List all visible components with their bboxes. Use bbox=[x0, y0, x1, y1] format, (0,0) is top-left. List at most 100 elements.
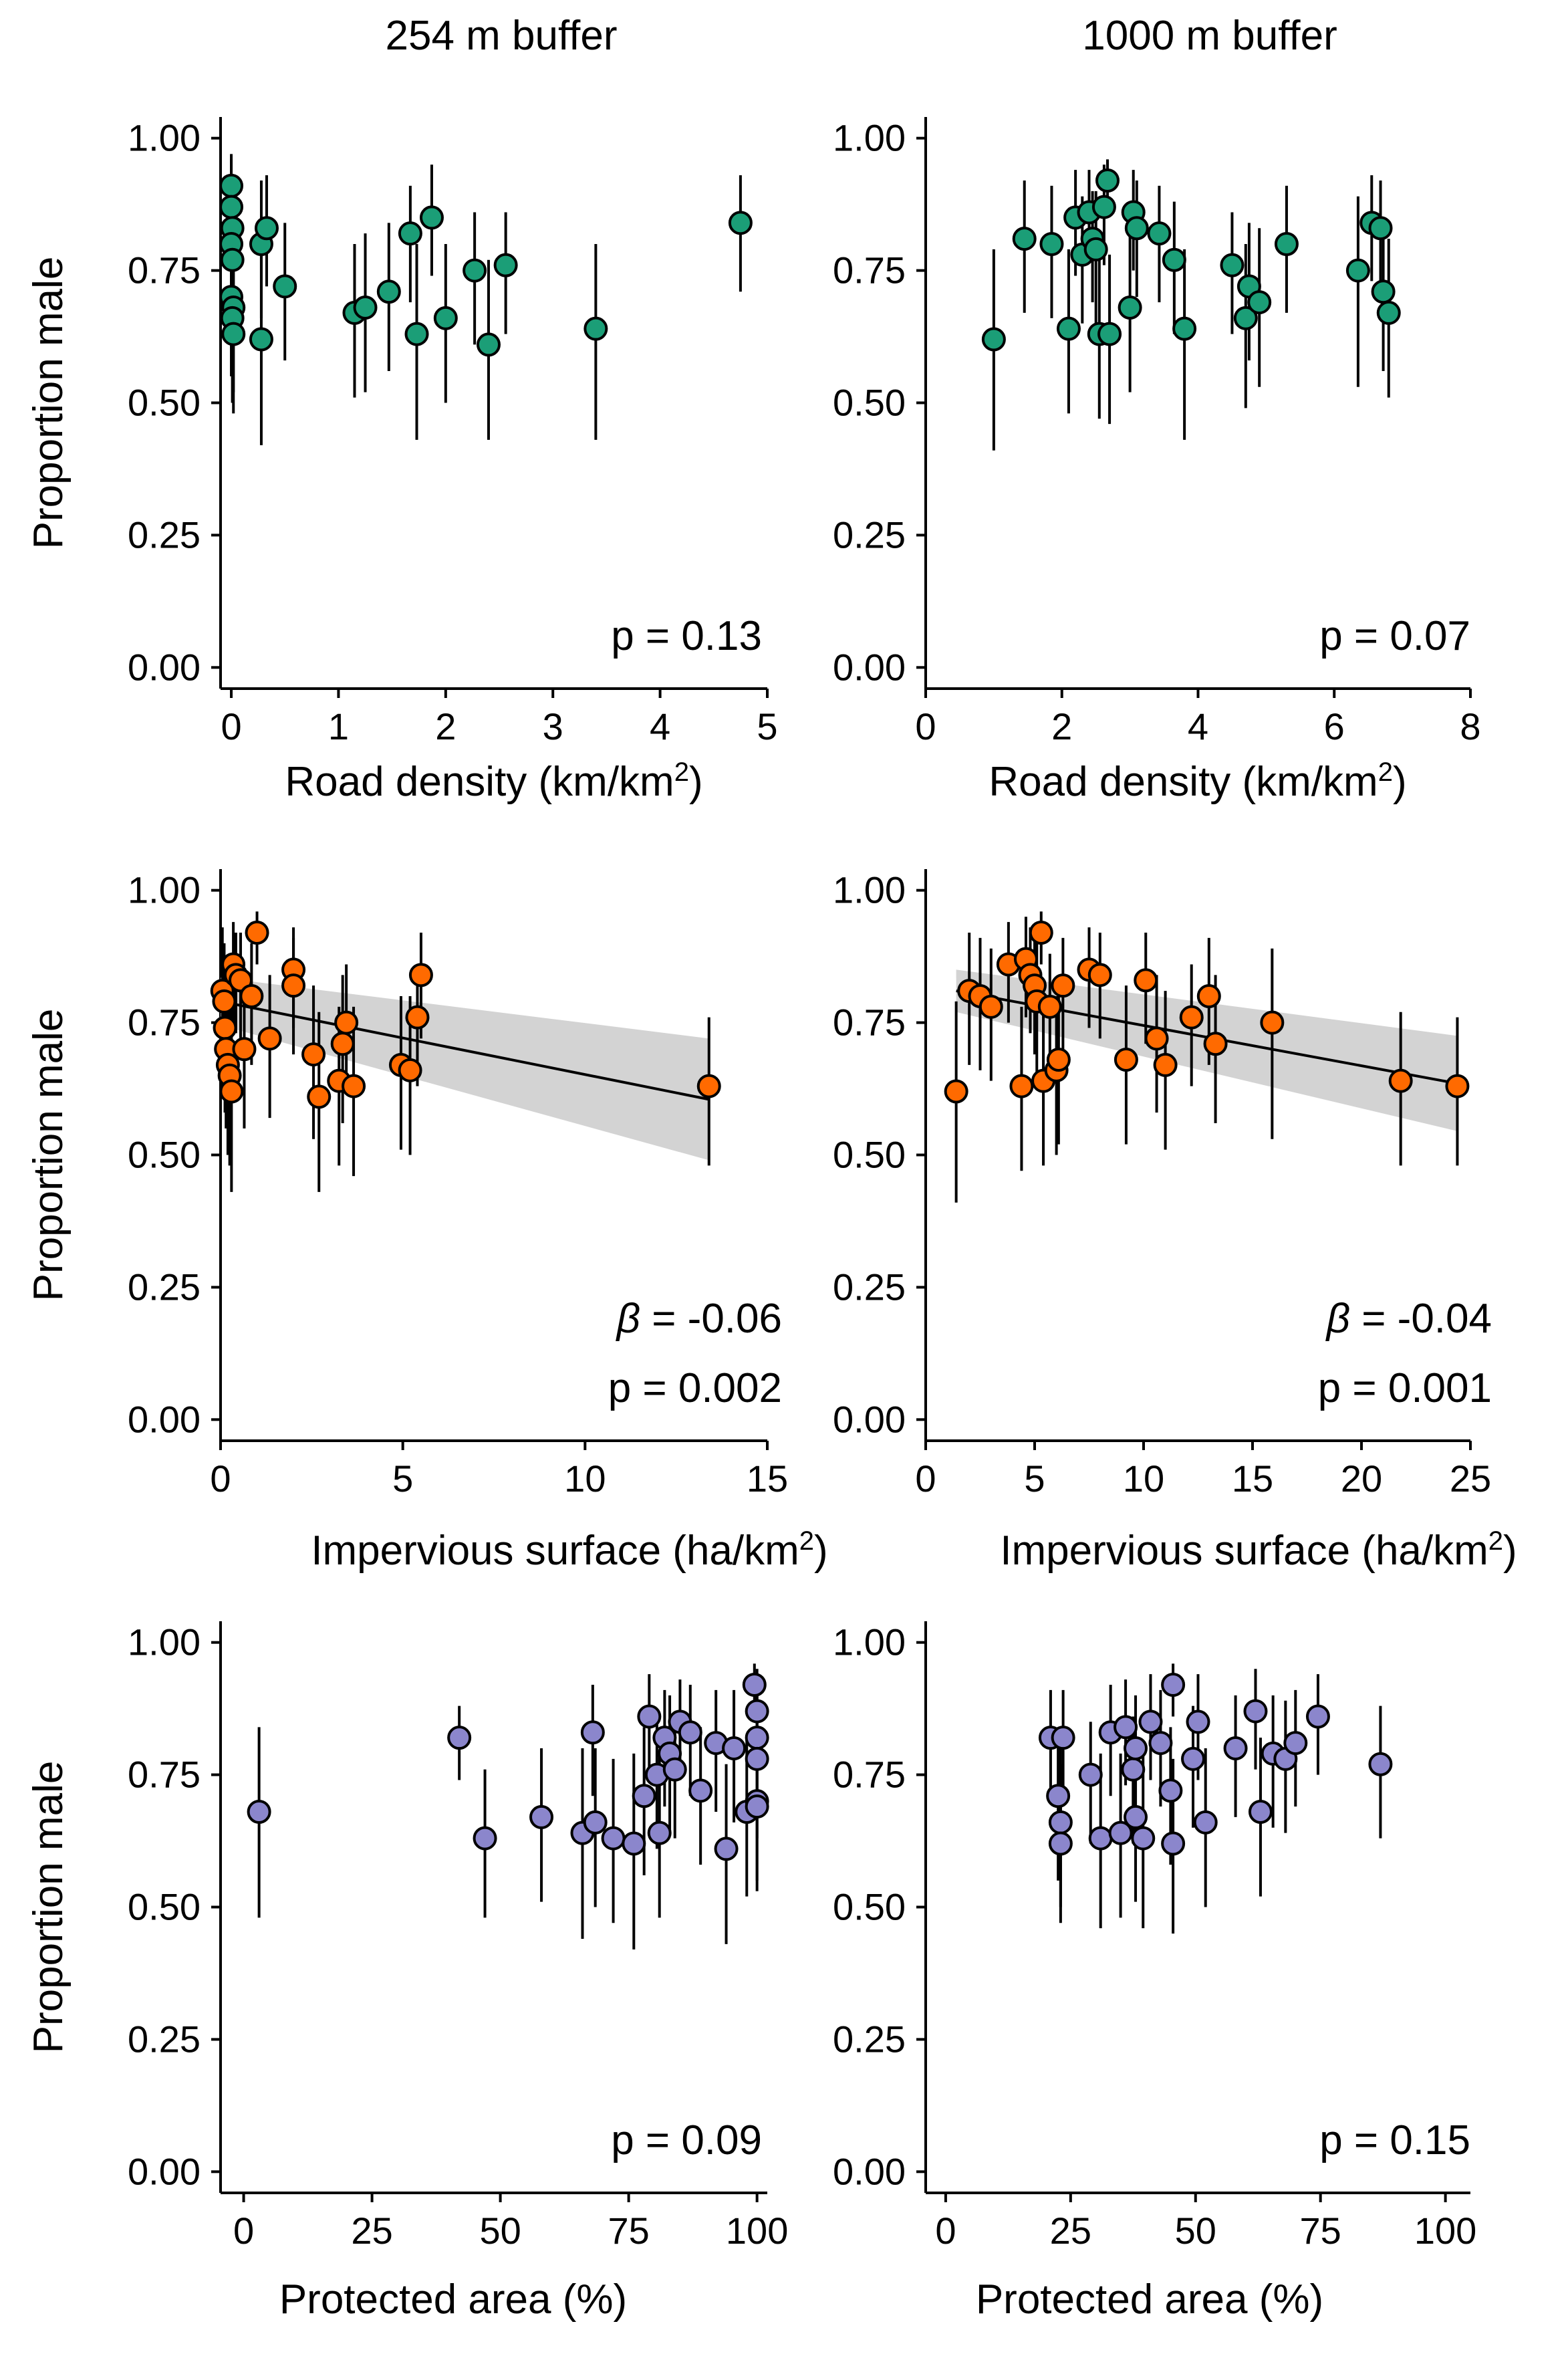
data-point bbox=[1144, 1026, 1169, 1051]
x-axis-title-end: ) bbox=[1393, 759, 1407, 805]
data-point bbox=[1051, 1726, 1075, 1750]
data-point bbox=[1083, 237, 1108, 261]
data-point bbox=[213, 1016, 237, 1040]
x-tick-label: 25 bbox=[351, 2210, 392, 2252]
data-point bbox=[221, 322, 246, 346]
x-tick-label: 10 bbox=[1123, 1457, 1164, 1500]
data-point bbox=[398, 1058, 422, 1082]
data-point bbox=[1172, 316, 1197, 341]
data-point bbox=[745, 1726, 769, 1750]
x-tick-label: 2 bbox=[435, 705, 456, 747]
beta-value: = -0.04 bbox=[1350, 1296, 1492, 1342]
data-point bbox=[745, 1746, 769, 1771]
data-point bbox=[1233, 306, 1258, 330]
beta-value: = -0.06 bbox=[640, 1296, 782, 1342]
x-axis-title-main: Protected area (%) bbox=[279, 2276, 627, 2323]
y-tick-label: 1.00 bbox=[128, 1621, 201, 1663]
data-point bbox=[1345, 258, 1370, 283]
data-point bbox=[1134, 968, 1158, 993]
data-point bbox=[1162, 247, 1186, 272]
data-point bbox=[1087, 963, 1112, 987]
x-axis-title: Road density (km/km2) bbox=[989, 757, 1406, 805]
data-point bbox=[944, 1079, 968, 1104]
x-tick-label: 5 bbox=[757, 705, 777, 747]
data-point bbox=[220, 247, 245, 272]
data-point bbox=[1220, 253, 1245, 277]
y-tick-label: 0.75 bbox=[833, 1002, 906, 1044]
data-point bbox=[404, 322, 429, 346]
data-point bbox=[1388, 1068, 1413, 1093]
data-point bbox=[1118, 296, 1142, 320]
y-axis-title: Proportion male bbox=[25, 257, 72, 550]
data-point bbox=[1124, 1804, 1148, 1829]
x-axis-title-main: Impervious surface (ha/km bbox=[311, 1528, 799, 1574]
data-point bbox=[1368, 216, 1393, 241]
data-point bbox=[1196, 984, 1221, 1008]
data-point bbox=[1148, 1731, 1173, 1756]
data-point bbox=[1048, 1831, 1073, 1856]
data-point bbox=[1124, 1736, 1148, 1760]
x-tick-label: 6 bbox=[1324, 705, 1345, 747]
data-point bbox=[1153, 1052, 1178, 1077]
x-tick-label: 0 bbox=[935, 2210, 956, 2252]
y-tick-label: 0.00 bbox=[128, 2150, 201, 2192]
x-tick-label: 75 bbox=[1300, 2210, 1341, 2252]
data-point bbox=[408, 963, 433, 987]
x-axis-title-main: Road density (km/km bbox=[989, 759, 1378, 805]
y-tick-label: 1.00 bbox=[128, 869, 201, 911]
data-point bbox=[1046, 1784, 1071, 1808]
data-point bbox=[1274, 232, 1299, 256]
panel-road_254: 0.00 0.25 0.50 0.75 1.00 0 1 2 3 4 5 Proportion mal… bbox=[25, 117, 778, 805]
data-point bbox=[601, 1826, 626, 1851]
data-point bbox=[1009, 1074, 1034, 1098]
data-point bbox=[273, 274, 297, 299]
x-axis-title: Protected area (%) bbox=[279, 2276, 627, 2323]
data-point bbox=[1147, 221, 1172, 246]
panel-prot_254: 0.00 0.25 0.50 0.75 1.00 0 25 50 75 100 Proportion… bbox=[25, 1621, 788, 2323]
x-tick-label: 50 bbox=[1175, 2210, 1216, 2252]
data-point bbox=[1039, 232, 1064, 256]
data-point bbox=[463, 258, 487, 283]
stat-annotation: p = 0.15 bbox=[1319, 2117, 1470, 2163]
data-point bbox=[247, 1800, 271, 1824]
x-axis-title-main: Road density (km/km bbox=[285, 759, 674, 805]
data-point bbox=[632, 1784, 656, 1808]
x-tick-label: 2 bbox=[1051, 705, 1072, 747]
x-axis-title-end: ) bbox=[689, 759, 703, 805]
data-point bbox=[1124, 216, 1149, 241]
data-point bbox=[1121, 1757, 1146, 1782]
data-point bbox=[1161, 1831, 1186, 1856]
x-tick-label: 0 bbox=[221, 705, 241, 747]
data-point bbox=[245, 921, 269, 945]
stat-annotation: β = -0.06 bbox=[616, 1296, 782, 1342]
y-tick-label: 0.50 bbox=[833, 1134, 906, 1176]
x-tick-label: 0 bbox=[915, 705, 936, 747]
data-point bbox=[219, 173, 244, 198]
x-tick-label: 3 bbox=[543, 705, 563, 747]
data-point bbox=[1243, 1699, 1268, 1724]
x-axis-title-end: ) bbox=[814, 1528, 828, 1574]
data-point bbox=[342, 1074, 366, 1098]
data-point bbox=[1037, 994, 1062, 1019]
data-point bbox=[473, 1826, 497, 1851]
data-point bbox=[728, 211, 753, 235]
x-axis-title: Impervious surface (ha/km2) bbox=[311, 1526, 827, 1574]
data-point bbox=[1248, 1800, 1273, 1824]
data-point bbox=[1091, 195, 1116, 219]
panel-prot_1000: 0.00 0.25 0.50 0.75 1.00 0 25 50 75 100 Protected … bbox=[833, 1621, 1476, 2323]
data-point bbox=[1097, 322, 1122, 346]
data-point bbox=[1078, 1762, 1103, 1787]
data-point bbox=[447, 1726, 472, 1750]
y-tick-label: 0.50 bbox=[833, 1886, 906, 1928]
data-point bbox=[745, 1699, 769, 1724]
y-tick-label: 0.25 bbox=[128, 2018, 201, 2060]
data-point bbox=[1376, 300, 1401, 325]
x-tick-label: 15 bbox=[747, 1457, 788, 1500]
x-tick-label: 100 bbox=[1414, 2210, 1476, 2252]
regression-line bbox=[220, 999, 710, 1101]
y-tick-label: 0.25 bbox=[833, 1266, 906, 1308]
y-tick-label: 1.00 bbox=[833, 869, 906, 911]
data-point bbox=[583, 1810, 608, 1835]
data-point bbox=[1051, 973, 1075, 998]
data-point bbox=[219, 195, 244, 219]
